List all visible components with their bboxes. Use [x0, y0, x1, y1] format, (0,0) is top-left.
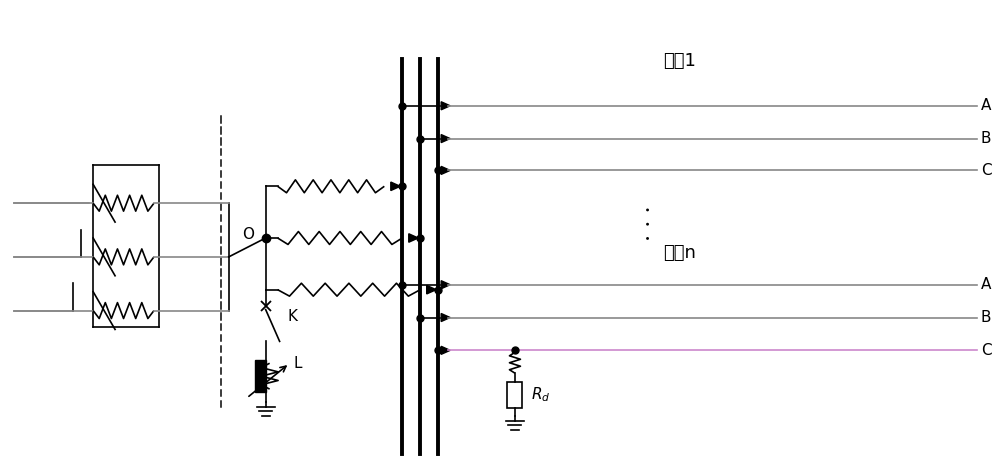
Text: B: B: [981, 310, 991, 325]
Text: C: C: [981, 163, 991, 178]
Polygon shape: [441, 314, 450, 322]
Text: 线路1: 线路1: [663, 52, 696, 70]
Text: L: L: [294, 356, 302, 371]
Polygon shape: [441, 280, 450, 289]
Polygon shape: [441, 166, 450, 175]
Text: B: B: [981, 131, 991, 146]
Polygon shape: [427, 285, 436, 294]
Text: · · ·: · · ·: [639, 205, 661, 241]
Polygon shape: [409, 234, 418, 242]
Text: A: A: [981, 277, 991, 292]
Text: $R_d$: $R_d$: [531, 385, 550, 404]
Text: C: C: [981, 343, 991, 358]
Bar: [255, 360, 266, 392]
Text: O: O: [242, 227, 254, 242]
Text: 线路n: 线路n: [663, 244, 696, 262]
Polygon shape: [441, 346, 450, 354]
Polygon shape: [441, 102, 450, 110]
Text: A: A: [981, 98, 991, 113]
Polygon shape: [391, 182, 400, 191]
Bar: [507, 382, 522, 408]
Polygon shape: [441, 134, 450, 142]
Text: K: K: [288, 308, 298, 324]
